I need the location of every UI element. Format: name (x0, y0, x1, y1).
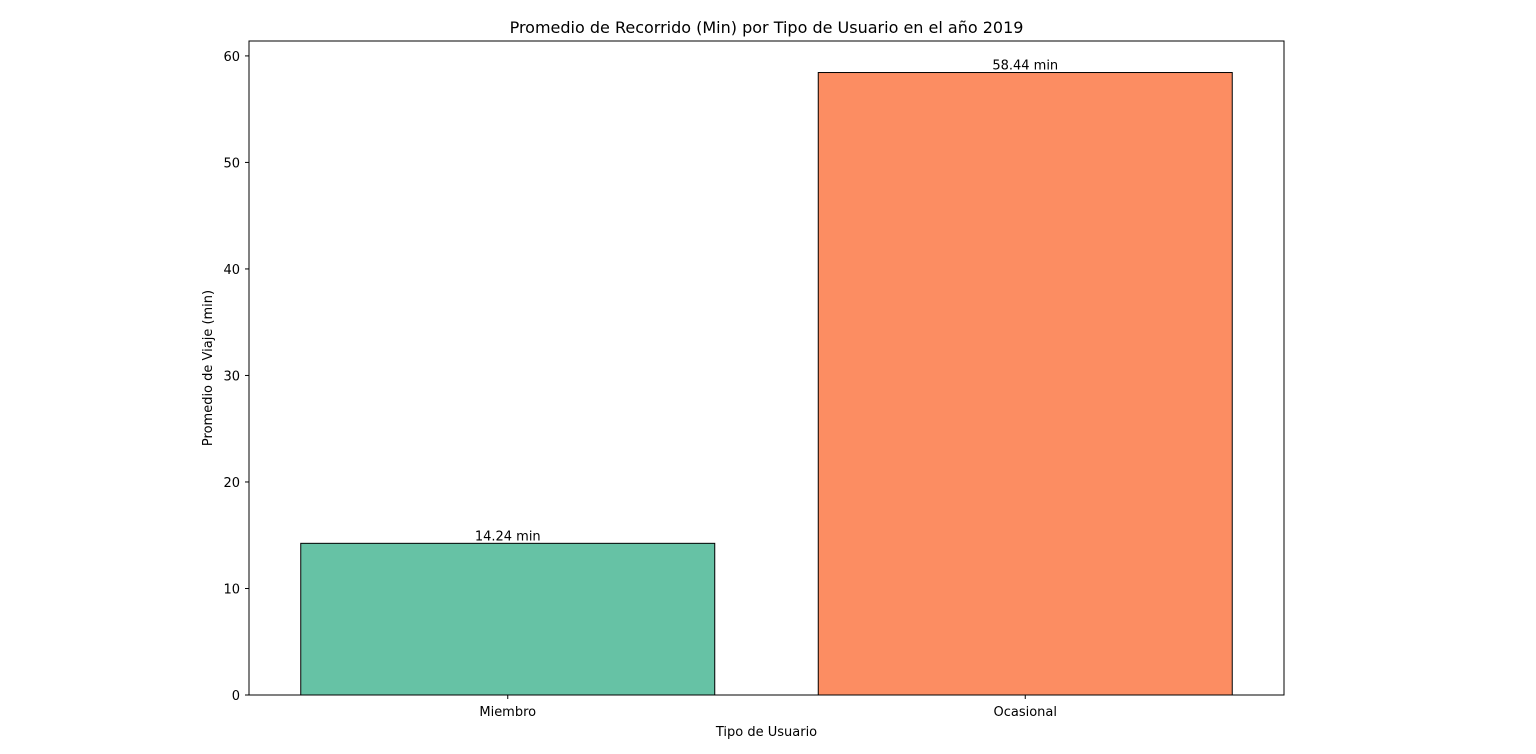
bar-miembro (300, 542, 716, 696)
y-tick-label: 20 (223, 476, 240, 491)
y-tick-label: 60 (223, 50, 240, 65)
plot-frame (248, 40, 1285, 696)
chart-title: Promedio de Recorrido (Min) por Tipo de … (510, 18, 1024, 37)
y-tick-label: 50 (223, 156, 240, 171)
bar-ocasional (817, 72, 1233, 696)
bar-value-label: 14.24 min (475, 529, 541, 544)
y-axis-label: Promedio de Viaje (min) (201, 290, 216, 446)
y-tick-label: 10 (223, 582, 240, 597)
x-tick-label: Miembro (479, 705, 536, 720)
x-tick-label: Ocasional (993, 705, 1057, 720)
x-axis-label: Tipo de Usuario (715, 725, 817, 740)
plot-area: 14.24 min Miembro 58.44 min Ocasional 0 10 20 3… (223, 40, 1285, 720)
bar-value-label: 58.44 min (992, 59, 1058, 74)
y-tick-label: 0 (232, 689, 240, 704)
y-tick-label: 40 (223, 263, 240, 278)
y-tick-label: 30 (223, 369, 240, 384)
